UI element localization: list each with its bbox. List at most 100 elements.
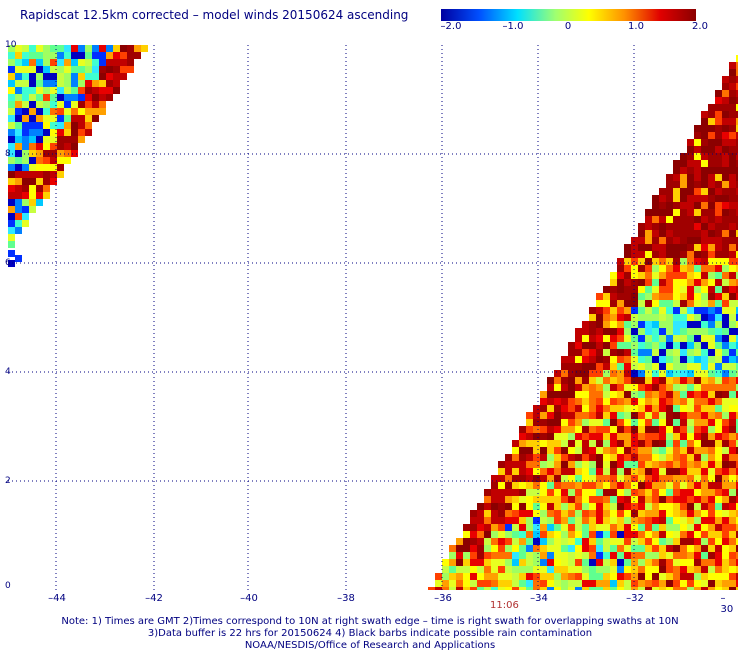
wind-cell xyxy=(477,580,484,587)
wind-cell xyxy=(673,293,680,300)
wind-cell xyxy=(708,482,715,489)
wind-cell xyxy=(22,164,29,171)
wind-cell xyxy=(526,552,533,559)
wind-cell xyxy=(659,356,666,363)
wind-cell xyxy=(596,412,603,419)
wind-cell xyxy=(722,174,729,181)
wind-cell xyxy=(477,517,484,524)
wind-cell xyxy=(568,377,575,384)
wind-cell xyxy=(694,167,701,174)
wind-cell xyxy=(512,496,519,503)
wind-cell xyxy=(645,363,652,370)
wind-cell xyxy=(554,426,561,433)
wind-cell xyxy=(22,101,29,108)
wind-cell xyxy=(708,237,715,244)
wind-cell xyxy=(428,587,435,590)
wind-cell xyxy=(554,475,561,482)
wind-cell xyxy=(701,300,708,307)
wind-cell xyxy=(603,447,610,454)
wind-cell xyxy=(687,419,694,426)
wind-cell xyxy=(680,356,687,363)
wind-cell xyxy=(589,482,596,489)
wind-cell xyxy=(715,440,722,447)
wind-cell xyxy=(645,328,652,335)
wind-cell xyxy=(8,66,15,73)
wind-cell xyxy=(659,314,666,321)
wind-cell xyxy=(666,216,673,223)
wind-cell xyxy=(575,482,582,489)
wind-cell xyxy=(638,482,645,489)
wind-cell xyxy=(736,531,738,538)
wind-cell xyxy=(568,468,575,475)
wind-cell xyxy=(694,580,701,587)
wind-cell xyxy=(624,573,631,580)
wind-cell xyxy=(645,356,652,363)
wind-cell xyxy=(449,580,456,587)
wind-cell xyxy=(722,433,729,440)
colorbar-label: –2.0 xyxy=(440,21,462,32)
wind-cell xyxy=(43,87,50,94)
wind-cell xyxy=(78,87,85,94)
wind-cell xyxy=(659,503,666,510)
wind-cell xyxy=(575,468,582,475)
wind-cell xyxy=(736,111,738,118)
wind-cell xyxy=(470,510,477,517)
wind-cell xyxy=(596,524,603,531)
wind-cell xyxy=(638,496,645,503)
wind-cell xyxy=(666,370,673,377)
wind-cell xyxy=(631,244,638,251)
wind-cell xyxy=(575,552,582,559)
wind-cell xyxy=(729,391,736,398)
wind-cell xyxy=(638,363,645,370)
wind-cell xyxy=(519,566,526,573)
wind-cell xyxy=(694,573,701,580)
wind-cell xyxy=(680,426,687,433)
wind-cell xyxy=(617,286,624,293)
wind-cell xyxy=(701,580,708,587)
wind-cell xyxy=(470,580,477,587)
wind-cell xyxy=(687,279,694,286)
wind-cell xyxy=(8,199,15,206)
wind-cell xyxy=(484,489,491,496)
wind-cell xyxy=(715,370,722,377)
wind-cell xyxy=(736,202,738,209)
wind-cell xyxy=(470,531,477,538)
wind-cell xyxy=(547,419,554,426)
wind-cell xyxy=(645,545,652,552)
wind-cell xyxy=(645,321,652,328)
wind-cell xyxy=(729,587,736,590)
wind-cell xyxy=(701,524,708,531)
wind-cell xyxy=(652,335,659,342)
wind-cell xyxy=(8,101,15,108)
wind-cell xyxy=(666,482,673,489)
wind-cell xyxy=(680,580,687,587)
wind-cell xyxy=(673,265,680,272)
wind-cell xyxy=(92,94,99,101)
wind-cell xyxy=(582,349,589,356)
wind-cell xyxy=(512,482,519,489)
wind-cell xyxy=(652,293,659,300)
wind-cell xyxy=(659,545,666,552)
wind-cell xyxy=(603,412,610,419)
wind-cell xyxy=(15,199,22,206)
wind-cell xyxy=(498,524,505,531)
wind-cell xyxy=(540,524,547,531)
wind-cell xyxy=(617,559,624,566)
wind-cell xyxy=(43,73,50,80)
wind-cell xyxy=(568,405,575,412)
wind-cell xyxy=(659,251,666,258)
wind-cell xyxy=(645,496,652,503)
wind-cell xyxy=(694,146,701,153)
wind-cell xyxy=(78,129,85,136)
wind-cell xyxy=(526,531,533,538)
wind-cell xyxy=(36,52,43,59)
wind-cell xyxy=(729,398,736,405)
wind-cell xyxy=(736,454,738,461)
wind-cell xyxy=(673,559,680,566)
wind-cell xyxy=(596,510,603,517)
wind-cell xyxy=(50,94,57,101)
wind-cell xyxy=(729,279,736,286)
wind-cell xyxy=(57,73,64,80)
wind-cell xyxy=(43,129,50,136)
wind-cell xyxy=(722,454,729,461)
